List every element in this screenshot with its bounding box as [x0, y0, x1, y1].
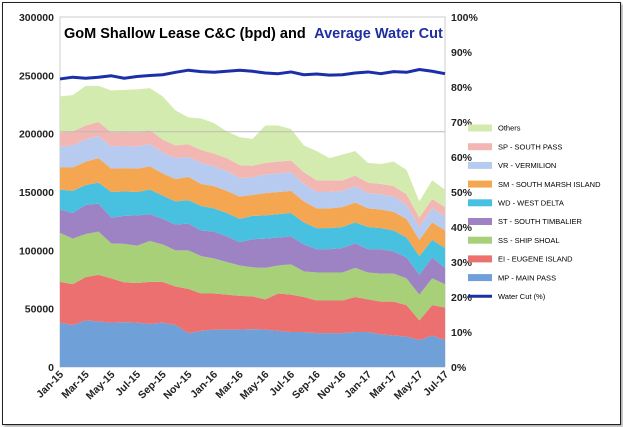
legend: Others SP - SOUTH PASS VR - VERMILION SM - …: [468, 124, 601, 301]
y2-tick-label: 50%: [451, 187, 473, 199]
y2-tick-label: 90%: [451, 47, 473, 59]
y2-tick-label: 60%: [451, 152, 473, 164]
y-tick-label: 250000: [19, 70, 54, 82]
y2-tick-label: 10%: [451, 327, 473, 339]
legend-swatch-vr-vermilion: [468, 161, 492, 169]
y-tick-label: 0: [48, 362, 54, 374]
legend-swatch-wd-west-delta: [468, 199, 492, 207]
area-others: [60, 85, 445, 218]
legend-swatch-mp-main-pass: [468, 274, 492, 282]
right-axis-ticks: 0% 10% 20% 30% 40% 50% 60% 70% 80% 90% 100%: [451, 12, 479, 374]
y2-tick-label: 0%: [451, 362, 467, 374]
legend-label-water-cut: Water Cut (%): [498, 292, 546, 301]
x-tick-label: May-17: [392, 369, 426, 403]
legend-swatch-ei-eugene-island: [468, 255, 492, 263]
water-cut-line-group: [59, 68, 446, 81]
x-axis-ticks: Jan-15Mar-15May-15Jul-15Sep-15Nov-15Jan-…: [34, 369, 451, 403]
stacked-areas: [60, 85, 445, 367]
area-ei-eugene-island: [60, 274, 445, 341]
legend-swatch-ss-ship-shoal: [468, 236, 492, 244]
legend-swatch-st-south-timbalier: [468, 218, 492, 225]
chart-title: GoM Shallow Lease C&C (bpd) and Average …: [64, 25, 443, 42]
x-tick-label: May-15: [84, 369, 118, 403]
area-sm-south-marsh-island: [60, 158, 445, 257]
legend-swatch-others: [468, 124, 492, 132]
legend-label-mp-main-pass: MP - MAIN PASS: [498, 273, 556, 282]
legend-swatch-sp-south-pass: [468, 143, 492, 151]
legend-label-others: Others: [498, 124, 521, 133]
y-tick-label: 200000: [19, 129, 54, 141]
area-mp-main-pass: [60, 320, 445, 367]
y-tick-label: 150000: [19, 187, 54, 199]
y2-tick-label: 80%: [451, 82, 473, 94]
y2-tick-label: 30%: [451, 257, 473, 269]
y2-tick-label: 40%: [451, 222, 473, 234]
left-axis-ticks: 0 50000 100000 150000 200000 250000 300000: [19, 12, 54, 374]
water-cut-line: [59, 68, 446, 81]
x-tick-label: Nov-15: [161, 369, 194, 402]
chart-title-main: GoM Shallow Lease C&C (bpd) and: [64, 26, 306, 42]
area-wd-west-delta: [60, 182, 445, 275]
y-tick-label: 300000: [19, 12, 54, 24]
y2-tick-label: 20%: [451, 292, 473, 304]
y2-tick-label: 70%: [451, 117, 473, 129]
legend-label-ei-eugene-island: EI - EUGENE ISLAND: [498, 255, 573, 264]
legend-label-ss-ship-shoal: SS - SHIP SHOAL: [498, 236, 560, 245]
chart-title-accent: Average Water Cut: [314, 26, 443, 42]
y2-tick-label: 100%: [451, 12, 479, 24]
legend-label-sp-south-pass: SP - SOUTH PASS: [498, 142, 562, 151]
legend-label-vr-vermilion: VR - VERMILION: [498, 161, 556, 170]
area-vr-vermilion: [60, 136, 445, 240]
legend-swatch-sm-south-marsh-island: [468, 180, 492, 188]
x-tick-label: May-16: [238, 369, 272, 403]
y-tick-label: 50000: [25, 304, 54, 316]
x-tick-label: Nov-16: [315, 369, 348, 402]
area-st-south-timbalier: [60, 203, 445, 295]
y-tick-label: 100000: [19, 245, 54, 257]
legend-label-wd-west-delta: WD - WEST DELTA: [498, 199, 564, 208]
legend-label-sm-south-marsh-island: SM - SOUTH MARSH ISLAND: [498, 180, 601, 189]
legend-label-st-south-timbalier: ST - SOUTH TIMBALIER: [498, 217, 582, 226]
area-sp-south-pass: [60, 122, 445, 227]
area-ss-ship-shoal: [60, 231, 445, 321]
x-tick-label: Jul-17: [421, 369, 451, 399]
